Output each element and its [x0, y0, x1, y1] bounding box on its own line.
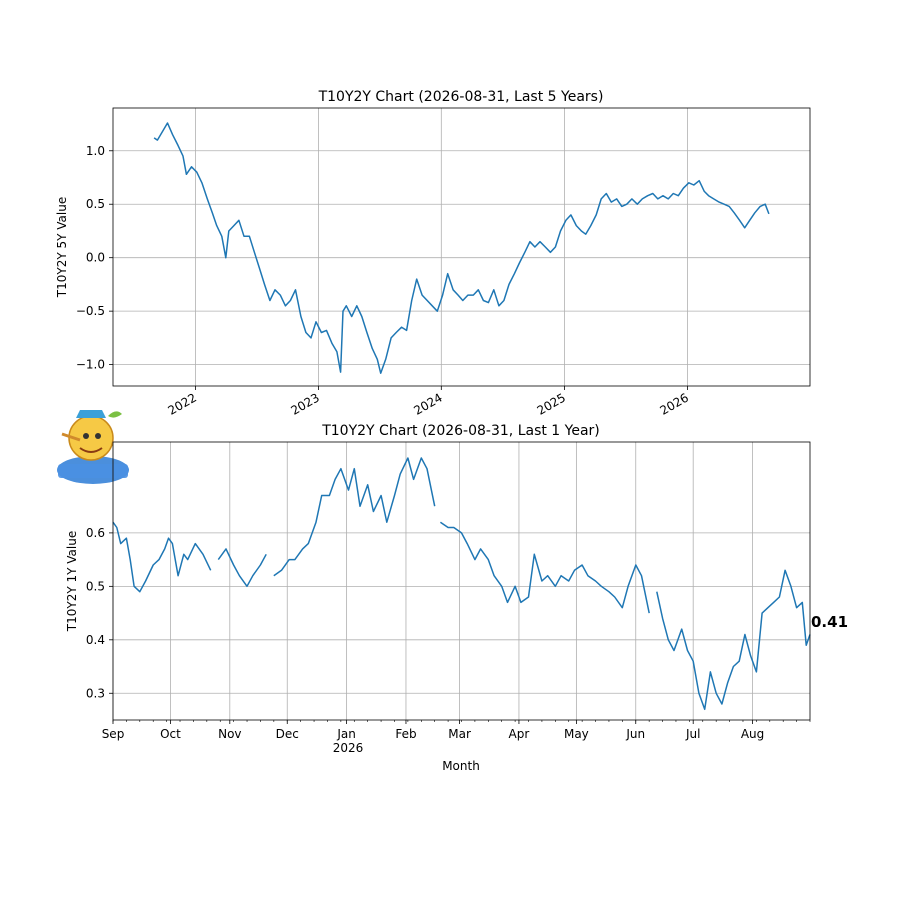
chart-1-year: Sep Oct Nov Dec Jan Feb Mar Apr May Jun Jul Aug 0.3…: [65, 423, 848, 773]
x-axis-label-1-year: Month: [442, 759, 480, 773]
x-tick-label: Oct: [160, 727, 181, 741]
chart-5-year: 2022 2023 2024 2025 2026 −1.0 −0.5 0.0 0.5 1.0 T…: [55, 89, 811, 418]
x-tick-label: Apr: [509, 727, 530, 741]
x-tick-label: 2024: [411, 390, 444, 417]
y-tick-label: 0.6: [86, 526, 105, 540]
y-tick-label: 0.3: [86, 686, 105, 700]
x-tick-label: 2022: [166, 390, 199, 417]
x-tick-label: 2025: [535, 390, 568, 417]
x-tick-label: Nov: [218, 727, 241, 741]
year-label-1-year: 2026: [333, 741, 364, 755]
x-tick-label: Aug: [741, 727, 764, 741]
x-tick-label: 2026: [657, 390, 690, 417]
series-line-1-year: [112, 457, 811, 711]
y-tick-label: 0.5: [86, 197, 105, 211]
y-tick-label: −0.5: [76, 304, 105, 318]
chart-title-5-year: T10Y2Y Chart (2026-08-31, Last 5 Years): [318, 89, 604, 105]
y-axis-label-1-year: T10Y2Y 1Y Value: [65, 531, 79, 632]
chart-title-1-year: T10Y2Y Chart (2026-08-31, Last 1 Year): [321, 423, 600, 439]
x-tick-label: Dec: [276, 727, 299, 741]
x-tick-label: Mar: [448, 727, 471, 741]
last-value-label: 0.41: [811, 613, 848, 631]
x-tick-label: 2023: [288, 390, 321, 417]
x-tick-label: Jun: [625, 727, 645, 741]
series-line-5-year: [153, 122, 770, 374]
x-tick-label: Feb: [395, 727, 416, 741]
y-tick-label: 0.4: [86, 633, 105, 647]
y-axis-label-5-year: T10Y2Y 5Y Value: [55, 197, 69, 298]
x-tick-label: Jul: [685, 727, 700, 741]
x-tick-label: Sep: [102, 727, 125, 741]
mascot-logo-icon: [57, 410, 129, 484]
y-tick-label: 1.0: [86, 144, 105, 158]
y-tick-label: 0.0: [86, 251, 105, 265]
y-tick-label: −1.0: [76, 358, 105, 372]
x-tick-label: Jan: [336, 727, 356, 741]
x-tick-label: May: [564, 727, 589, 741]
y-tick-label: 0.5: [86, 579, 105, 593]
